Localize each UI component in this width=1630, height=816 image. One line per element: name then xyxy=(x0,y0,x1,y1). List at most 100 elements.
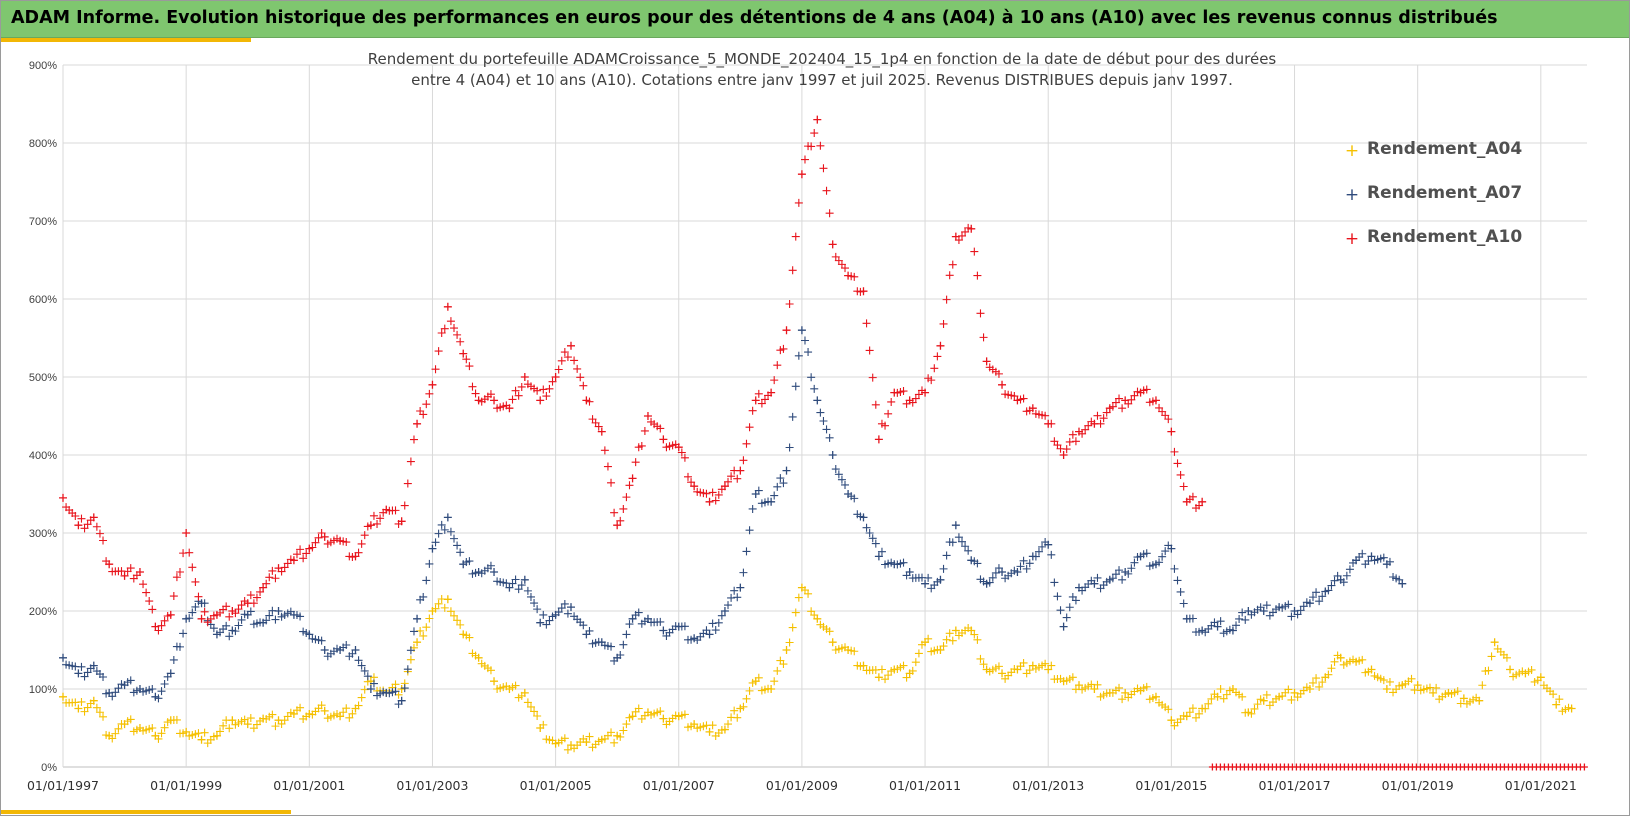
data-point xyxy=(197,735,206,744)
data-point xyxy=(256,587,265,596)
data-point xyxy=(1041,659,1050,668)
data-point xyxy=(757,399,766,408)
data-point xyxy=(431,538,440,547)
data-point xyxy=(434,347,443,356)
data-point xyxy=(1025,559,1034,568)
data-point xyxy=(1432,683,1441,692)
data-point xyxy=(1487,652,1496,661)
data-point xyxy=(677,448,686,457)
data-point xyxy=(1130,558,1139,567)
data-point xyxy=(1232,621,1241,630)
data-point xyxy=(717,611,726,620)
data-point xyxy=(409,627,418,636)
data-point xyxy=(680,710,689,719)
data-point xyxy=(545,384,554,393)
data-point xyxy=(874,435,883,444)
data-point xyxy=(1019,658,1028,667)
data-point xyxy=(1188,492,1197,501)
data-point xyxy=(406,655,415,664)
y-tick-label: 800% xyxy=(29,138,57,150)
data-point xyxy=(680,453,689,462)
data-point xyxy=(1238,692,1247,701)
data-point xyxy=(579,381,588,390)
header-banner: ADAM Informe. Evolution historique des p… xyxy=(1,1,1629,38)
data-point xyxy=(1130,391,1139,400)
data-point xyxy=(1536,673,1545,682)
data-point xyxy=(120,571,129,580)
data-point xyxy=(542,620,551,629)
data-point xyxy=(911,394,920,403)
data-point xyxy=(791,608,800,617)
data-point xyxy=(973,271,982,280)
data-point xyxy=(1158,552,1167,561)
data-point xyxy=(505,583,514,592)
data-point xyxy=(440,603,449,612)
data-point xyxy=(185,548,194,557)
data-point xyxy=(770,677,779,686)
data-point xyxy=(1155,558,1164,567)
data-point xyxy=(884,671,893,680)
series-a10-zero-band xyxy=(1208,763,1588,771)
data-point xyxy=(80,707,89,716)
data-point xyxy=(1315,597,1324,606)
data-point xyxy=(770,491,779,500)
data-point xyxy=(656,424,665,433)
data-point xyxy=(246,607,255,616)
data-point xyxy=(570,356,579,365)
data-point xyxy=(690,482,699,491)
x-tick-label: 01/01/1999 xyxy=(150,778,222,793)
data-point xyxy=(148,605,157,614)
data-point xyxy=(1093,411,1102,420)
data-point xyxy=(643,412,652,420)
data-point xyxy=(1407,674,1416,683)
data-point xyxy=(1084,421,1093,430)
data-point xyxy=(877,547,886,556)
data-point xyxy=(511,681,520,690)
data-point xyxy=(391,680,400,689)
data-point xyxy=(1327,664,1336,673)
data-point xyxy=(908,666,917,675)
data-point xyxy=(994,662,1003,671)
data-point xyxy=(231,609,240,618)
data-point xyxy=(1025,666,1034,675)
x-tick-label: 01/01/2011 xyxy=(889,778,961,793)
data-point xyxy=(767,388,776,397)
data-point xyxy=(456,337,465,346)
data-point xyxy=(622,720,631,729)
data-point xyxy=(277,567,286,576)
data-point xyxy=(462,355,471,364)
data-point xyxy=(942,295,951,304)
data-point xyxy=(1262,601,1271,610)
data-point xyxy=(169,655,178,664)
data-point xyxy=(742,439,751,448)
data-point xyxy=(936,575,945,584)
data-point xyxy=(708,721,717,730)
data-point xyxy=(376,514,385,523)
data-point xyxy=(1176,587,1185,596)
data-point xyxy=(1327,581,1336,590)
data-point xyxy=(520,373,529,381)
data-point xyxy=(200,599,209,608)
data-point xyxy=(1167,427,1176,436)
data-point xyxy=(582,738,591,747)
y-tick-label: 100% xyxy=(29,684,57,696)
data-point xyxy=(182,727,191,736)
data-point xyxy=(443,513,452,522)
data-point xyxy=(1484,666,1493,675)
data-point xyxy=(967,626,976,635)
data-point xyxy=(948,538,957,547)
data-point xyxy=(619,640,628,649)
y-tick-label: 500% xyxy=(29,372,57,384)
data-point xyxy=(428,380,437,389)
data-point xyxy=(182,529,191,537)
data-point xyxy=(576,373,585,382)
data-point xyxy=(773,666,782,675)
data-point xyxy=(360,666,369,675)
data-point xyxy=(74,704,83,713)
data-point xyxy=(1170,447,1179,456)
data-point xyxy=(1108,574,1117,583)
data-point xyxy=(1287,695,1296,704)
data-point xyxy=(782,326,791,335)
data-point xyxy=(77,514,86,523)
data-point xyxy=(736,466,745,475)
